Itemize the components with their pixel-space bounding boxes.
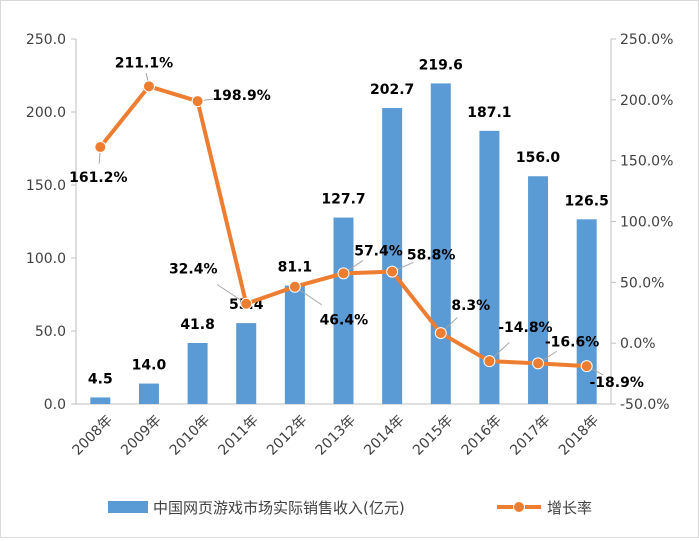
bar xyxy=(430,83,451,404)
rate-value-label: 57.4% xyxy=(354,243,403,259)
bar-value-label: 14.0 xyxy=(132,358,167,374)
bar xyxy=(187,342,208,404)
rate-value-label: -16.6% xyxy=(545,334,599,350)
bar-series xyxy=(90,83,597,405)
rate-point xyxy=(288,280,301,293)
right-axis-tick-label: 150.0% xyxy=(620,154,673,170)
right-axis-tick-label: -50.0% xyxy=(620,397,670,413)
x-axis-tick-label: 2014年 xyxy=(361,412,407,458)
left-axis-tick-label: 50.0 xyxy=(35,324,66,340)
right-axis-tick-label: 0.0% xyxy=(620,336,656,352)
x-axis-tick-label: 2017年 xyxy=(507,412,553,458)
left-axis-ticks: 0.0 50.0 100.0 150.0 200.0 250.0 xyxy=(26,32,76,413)
bar-value-label: 187.1 xyxy=(467,105,511,121)
rate-point xyxy=(434,327,447,340)
left-axis-tick-label: 100.0 xyxy=(26,251,66,267)
rate-point xyxy=(191,95,204,108)
rate-data-labels: 161.2% 211.1% 198.9% 32.4% 46.4% 57.4% 58.8% 8.… xyxy=(69,55,644,391)
x-axis-tick-label: 2018年 xyxy=(556,412,602,458)
bar-value-label: 41.8 xyxy=(180,317,215,333)
bar xyxy=(333,217,354,404)
rate-value-label: -18.9% xyxy=(589,375,643,391)
legend-line-label: 增长率 xyxy=(547,499,592,517)
rate-point xyxy=(142,80,155,93)
legend: 中国网页游戏市场实际销售收入(亿元) 增长率 xyxy=(108,499,592,517)
rate-point xyxy=(532,357,545,370)
left-axis-tick-label: 250.0 xyxy=(26,32,66,48)
rate-value-label: 211.1% xyxy=(115,55,173,71)
bar-value-label: 126.5 xyxy=(565,193,609,209)
bar-value-label: 81.1 xyxy=(278,260,313,276)
legend-line-marker xyxy=(513,501,525,513)
rate-value-label: 198.9% xyxy=(212,88,270,104)
rate-value-label: 161.2% xyxy=(69,170,127,186)
bar xyxy=(576,219,597,404)
legend-bar-label: 中国网页游戏市场实际销售收入(亿元) xyxy=(153,499,405,517)
right-axis-tick-label: 100.0% xyxy=(620,215,673,231)
right-axis-tick-label: 250.0% xyxy=(620,32,673,48)
bar xyxy=(284,285,305,404)
x-axis-tick-labels: 2008年 2009年 2010年 2011年 2012年 2013年 2014年 2015年… xyxy=(70,412,603,458)
x-axis-tick-label: 2016年 xyxy=(459,412,505,458)
bar xyxy=(236,323,257,404)
rate-point xyxy=(580,360,593,373)
right-axis-tick-label: 50.0% xyxy=(620,275,664,291)
rate-point xyxy=(240,297,253,310)
x-axis-tick-label: 2009年 xyxy=(118,412,164,458)
bar-value-label: 202.7 xyxy=(370,82,414,98)
bar xyxy=(528,176,549,404)
rate-value-label: 58.8% xyxy=(407,248,456,264)
bar-value-label: 219.6 xyxy=(419,57,463,73)
bar-value-label: 156.0 xyxy=(516,150,561,166)
rate-point xyxy=(337,267,350,280)
rate-value-label: -14.8% xyxy=(498,320,552,336)
bar-value-label: 127.7 xyxy=(321,192,365,208)
x-axis-tick-label: 2013年 xyxy=(313,412,359,458)
legend-bar-swatch xyxy=(108,501,148,513)
rate-point xyxy=(94,141,107,154)
bar-value-label: 4.5 xyxy=(88,371,113,387)
rate-value-label: 46.4% xyxy=(320,313,369,329)
rate-value-label: 32.4% xyxy=(169,262,218,278)
bar xyxy=(138,383,159,404)
x-axis-tick-label: 2008年 xyxy=(70,412,116,458)
rate-series xyxy=(94,80,593,373)
left-axis-tick-label: 0.0 xyxy=(44,397,66,413)
rate-point xyxy=(386,265,399,278)
x-axis-tick-label: 2012年 xyxy=(264,412,310,458)
left-axis-tick-label: 200.0 xyxy=(26,105,66,121)
left-axis-tick-label: 150.0 xyxy=(26,178,66,194)
x-axis-tick-label: 2010年 xyxy=(167,412,213,458)
x-axis-tick-label: 2015年 xyxy=(410,412,456,458)
rate-value-label: 8.3% xyxy=(451,298,490,314)
right-axis-tick-label: 200.0% xyxy=(620,93,673,109)
right-axis-ticks: -50.0% 0.0% 50.0% 100.0% 150.0% 200.0% 250.0% xyxy=(611,32,673,413)
rate-point xyxy=(483,355,496,368)
x-axis-tick-label: 2011年 xyxy=(215,412,261,458)
bar xyxy=(90,397,111,404)
bar xyxy=(382,108,403,405)
bar xyxy=(479,130,500,405)
